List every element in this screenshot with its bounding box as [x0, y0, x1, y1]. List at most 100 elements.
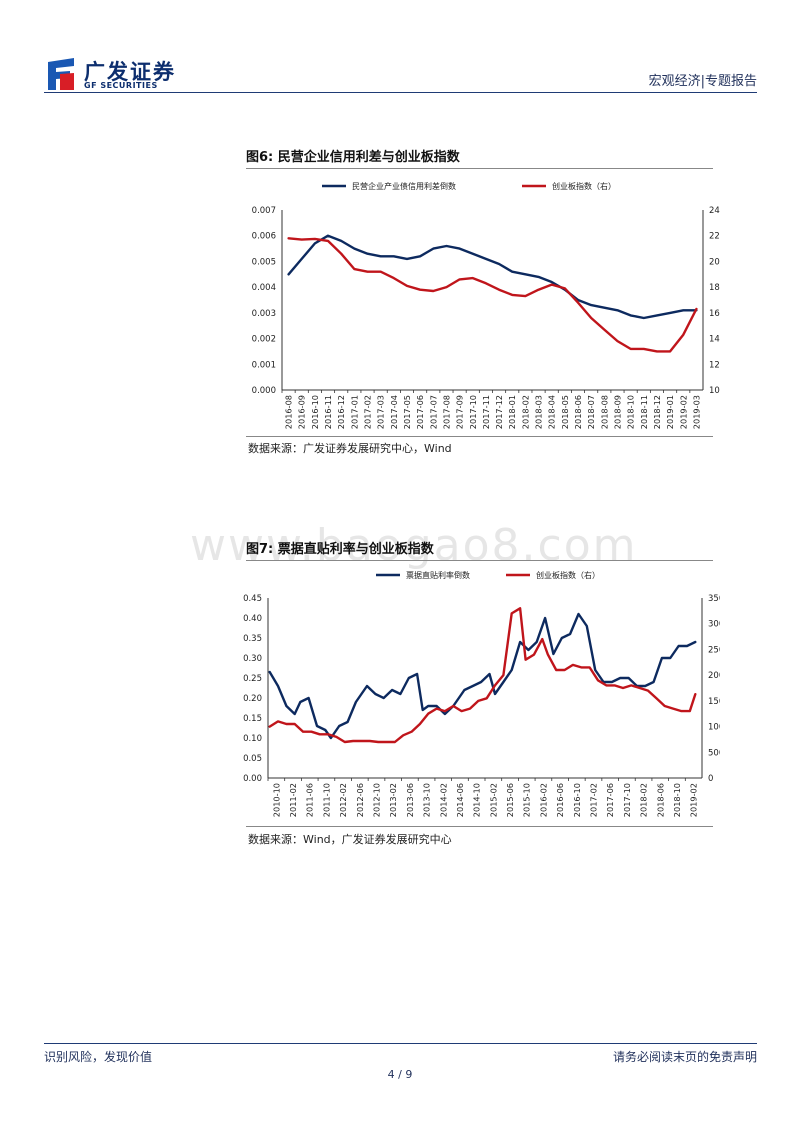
x-tick-label: 2012-02 — [338, 783, 348, 817]
x-tick-label: 2012-06 — [355, 783, 365, 817]
footer-divider — [44, 1043, 757, 1044]
figure-6-bottom-rule — [246, 436, 713, 437]
y-left-tick-label: 0.004 — [252, 283, 276, 293]
x-tick-label: 2010-10 — [271, 783, 281, 817]
figure-7-top-rule — [246, 560, 713, 561]
x-tick-label: 2012-10 — [372, 783, 382, 817]
x-tick-label: 2016-02 — [538, 783, 548, 817]
x-tick-label: 2017-06 — [605, 783, 615, 817]
y-right-tick-label: 1000 — [708, 723, 720, 733]
header-divider — [44, 92, 757, 93]
x-tick-label: 2016-06 — [555, 783, 565, 817]
x-tick-label: 2018-04 — [547, 395, 557, 429]
x-tick-label: 2019-02 — [689, 783, 699, 817]
x-tick-label: 2017-10 — [468, 395, 478, 429]
y-right-tick-label: 3500 — [708, 594, 720, 604]
x-tick-label: 2019-03 — [691, 395, 701, 429]
figure-6-top-rule — [246, 168, 713, 169]
y-left-tick-label: 0.002 — [252, 335, 276, 345]
y-right-tick-label: 1500 — [708, 697, 720, 707]
x-tick-label: 2017-06 — [415, 395, 425, 429]
y-right-tick-label: 500 — [708, 748, 720, 758]
y-left-tick-label: 0.45 — [243, 594, 262, 604]
legend-label: 创业板指数（右） — [552, 181, 616, 191]
x-tick-label: 2018-06 — [573, 395, 583, 429]
y-left-tick-label: 0.20 — [243, 694, 262, 704]
x-tick-label: 2018-07 — [586, 395, 596, 429]
x-tick-label: 2018-08 — [599, 395, 609, 429]
watermark: www.baogao8.com — [190, 520, 638, 571]
x-tick-label: 2019-02 — [678, 395, 688, 429]
figure-6-title: 图6: 民营企业信用利差与创业板指数 — [246, 150, 460, 165]
y-left-tick-label: 0.30 — [243, 654, 262, 664]
x-tick-label: 2015-02 — [488, 783, 498, 817]
x-tick-label: 2016-09 — [297, 395, 307, 429]
y-left-tick-label: 0.007 — [252, 206, 276, 216]
y-left-tick-label: 0.000 — [252, 386, 276, 396]
logo-en-text: GF SECURITIES — [84, 81, 158, 90]
y-left-tick-label: 0.35 — [243, 634, 262, 644]
report-type: 宏观经济|专题报告 — [648, 74, 757, 89]
legend-label: 民营企业产业债信用利差倒数 — [352, 181, 456, 191]
x-tick-label: 2013-02 — [388, 783, 398, 817]
x-tick-label: 2018-01 — [507, 395, 517, 429]
y-right-tick-label: 2500 — [708, 645, 720, 655]
y-left-tick-label: 0.40 — [243, 614, 262, 624]
y-right-tick-label: 1000 — [709, 386, 720, 396]
y-left-tick-label: 0.05 — [243, 754, 262, 764]
x-tick-label: 2014-02 — [438, 783, 448, 817]
x-tick-label: 2011-02 — [288, 783, 298, 817]
x-tick-label: 2016-11 — [323, 395, 333, 429]
x-tick-label: 2018-12 — [652, 395, 662, 429]
figure-7-source: 数据来源：Wind，广发证券发展研究中心 — [248, 833, 452, 846]
y-right-tick-label: 0 — [708, 774, 713, 784]
figure-7-bottom-rule — [246, 826, 713, 827]
figure-7-chart: 票据直贴利率倒数 创业板指数（右） 0.00 0.05 0.10 0.15 0.20 0.25… — [243, 570, 720, 817]
x-tick-label: 2011-10 — [321, 783, 331, 817]
logo-cn-text: 广发证券 — [84, 60, 176, 84]
series-line — [268, 612, 697, 740]
series-line — [287, 237, 698, 353]
y-right-tick-label: 2000 — [709, 257, 720, 267]
y-right-tick-label: 2400 — [709, 206, 720, 216]
x-tick-label: 2018-05 — [560, 395, 570, 429]
x-tick-label: 2018-11 — [639, 395, 649, 429]
x-tick-label: 2018-02 — [639, 783, 649, 817]
y-left-tick-label: 0.15 — [243, 714, 262, 724]
x-tick-label: 2013-10 — [422, 783, 432, 817]
footer-disclaimer: 请务必阅读末页的免责声明 — [612, 1050, 757, 1064]
y-left-tick-label: 0.25 — [243, 674, 262, 684]
gf-logo-icon — [48, 58, 74, 90]
x-tick-label: 2017-12 — [494, 395, 504, 429]
figure-6-chart: 民营企业产业债信用利差倒数 创业板指数（右） 0.000 0.001 0.002 0.00… — [252, 181, 720, 429]
x-tick-label: 2013-06 — [405, 783, 415, 817]
x-tick-label: 2018-10 — [626, 395, 636, 429]
x-tick-label: 2014-06 — [455, 783, 465, 817]
x-tick-label: 2017-11 — [481, 395, 491, 429]
y-left-tick-label: 0.006 — [252, 232, 276, 242]
series-line — [287, 234, 698, 320]
legend-label: 创业板指数（右） — [536, 570, 600, 580]
series-line — [268, 607, 697, 744]
x-tick-label: 2017-02 — [589, 783, 599, 817]
x-tick-label: 2018-02 — [520, 395, 530, 429]
y-right-tick-label: 2200 — [709, 232, 720, 242]
y-right-tick-label: 3000 — [708, 620, 720, 630]
legend-label: 票据直贴利率倒数 — [406, 570, 470, 580]
x-tick-label: 2017-05 — [402, 395, 412, 429]
footer-slogan: 识别风险，发现价值 — [44, 1050, 153, 1064]
x-tick-label: 2017-08 — [441, 395, 451, 429]
x-tick-label: 2011-06 — [305, 783, 315, 817]
x-tick-label: 2016-08 — [284, 395, 294, 429]
x-tick-label: 2017-01 — [349, 395, 359, 429]
y-left-tick-label: 0.003 — [252, 309, 276, 319]
x-tick-label: 2017-09 — [455, 395, 465, 429]
x-tick-label: 2018-10 — [672, 783, 682, 817]
y-right-tick-label: 2000 — [708, 671, 720, 681]
x-tick-label: 2014-10 — [472, 783, 482, 817]
y-left-tick-label: 0.005 — [252, 257, 276, 267]
x-tick-label: 2017-07 — [428, 395, 438, 429]
y-left-tick-label: 0.00 — [243, 774, 262, 784]
x-tick-label: 2015-10 — [522, 783, 532, 817]
x-tick-label: 2019-01 — [665, 395, 675, 429]
